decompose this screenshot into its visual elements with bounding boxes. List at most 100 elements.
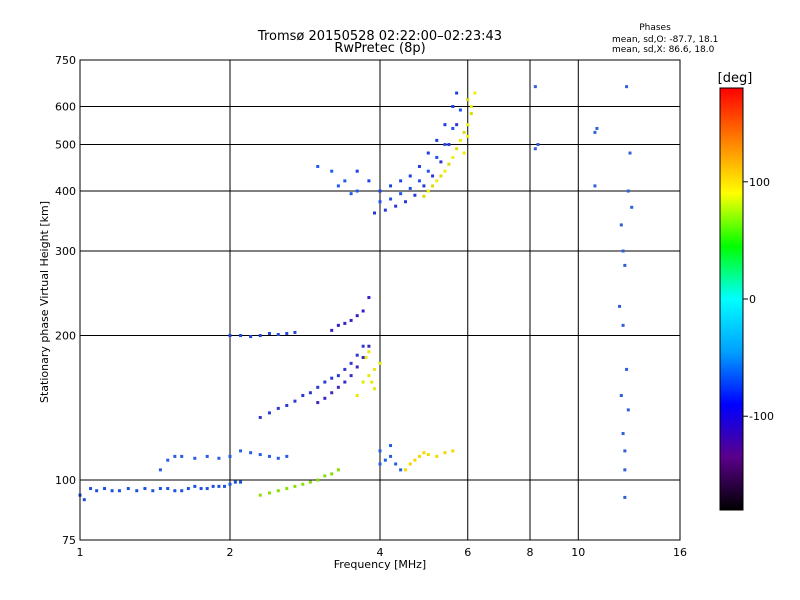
x-tick-label: 6	[464, 546, 471, 559]
data-point	[217, 484, 221, 488]
data-point	[413, 193, 417, 197]
data-point	[373, 367, 377, 371]
data-point	[143, 487, 147, 491]
data-point	[618, 304, 622, 308]
data-point	[330, 391, 334, 395]
data-point	[458, 108, 462, 112]
data-point	[135, 489, 139, 493]
x-tick-label: 8	[527, 546, 534, 559]
data-point	[466, 98, 470, 102]
data-point	[443, 143, 447, 147]
data-point	[389, 454, 393, 458]
data-point	[355, 189, 359, 193]
data-point	[373, 211, 377, 215]
data-point	[361, 309, 365, 313]
data-point	[408, 462, 412, 466]
data-point	[166, 487, 170, 491]
data-point	[426, 453, 430, 457]
data-point	[316, 478, 320, 482]
colorbar	[719, 87, 744, 511]
data-point	[389, 444, 393, 448]
data-point	[422, 451, 426, 455]
data-point	[323, 380, 327, 384]
data-point	[301, 394, 305, 398]
data-point	[426, 189, 430, 193]
data-point	[293, 484, 297, 488]
data-point	[258, 415, 262, 419]
x-tick-label: 10	[571, 546, 585, 559]
data-point	[389, 184, 393, 188]
data-point	[389, 197, 393, 201]
data-point	[439, 160, 443, 164]
data-point	[173, 454, 177, 458]
data-point	[451, 105, 455, 109]
data-point	[330, 328, 334, 332]
data-point	[126, 487, 130, 491]
data-point	[355, 394, 359, 398]
data-point	[249, 335, 253, 339]
data-point	[330, 472, 334, 476]
data-point	[451, 155, 455, 159]
data-point	[435, 138, 439, 142]
data-point	[533, 85, 537, 89]
colorbar-tick-label: 0	[749, 293, 756, 306]
phase-box-title: Phases	[639, 23, 671, 33]
data-point	[473, 91, 477, 95]
data-point	[435, 179, 439, 183]
data-point	[223, 484, 227, 488]
data-point	[82, 498, 86, 502]
data-point	[408, 174, 412, 178]
data-point	[455, 91, 459, 95]
data-point	[443, 123, 447, 127]
data-point	[625, 367, 629, 371]
data-point	[426, 151, 430, 155]
data-point	[173, 489, 177, 493]
data-point	[239, 480, 243, 484]
data-point	[625, 85, 629, 89]
data-point	[378, 361, 382, 365]
phase-box-line1: mean, sd,O: -87.7, 18.1	[612, 35, 718, 45]
data-point	[117, 489, 121, 493]
data-point	[228, 334, 232, 338]
data-point	[336, 468, 340, 472]
data-point	[267, 491, 271, 495]
data-point	[383, 458, 387, 462]
data-point	[267, 454, 271, 458]
colorbar-tick-label: -100	[749, 410, 774, 423]
data-point	[394, 204, 398, 208]
data-point	[205, 487, 209, 491]
data-point	[276, 332, 280, 336]
data-point	[249, 451, 253, 455]
data-point	[469, 105, 473, 109]
data-point	[330, 169, 334, 173]
data-point	[403, 200, 407, 204]
data-point	[349, 192, 353, 196]
colorbar-ticks: 100 0 -100	[743, 176, 774, 423]
data-point	[239, 334, 243, 338]
data-point	[408, 186, 412, 190]
data-point	[349, 318, 353, 322]
colorbar-tick-label: 100	[749, 176, 770, 189]
data-point	[458, 138, 462, 142]
data-point	[443, 451, 447, 455]
data-point	[367, 296, 371, 300]
data-point	[595, 126, 599, 130]
data-point	[394, 462, 398, 466]
data-point	[316, 164, 320, 168]
data-point	[417, 454, 421, 458]
data-point	[413, 458, 417, 462]
data-point	[285, 487, 289, 491]
x-tick-label: 4	[377, 546, 384, 559]
data-point	[431, 174, 435, 178]
x-tick-label: 2	[227, 546, 234, 559]
data-point	[626, 408, 630, 412]
data-point	[630, 205, 634, 209]
data-point	[623, 263, 627, 267]
data-point	[533, 147, 537, 151]
y-tick-label: 200	[55, 330, 76, 343]
data-point	[166, 458, 170, 462]
y-tick-label: 750	[55, 54, 76, 67]
data-point	[205, 454, 209, 458]
data-point	[336, 385, 340, 389]
data-point	[228, 454, 232, 458]
